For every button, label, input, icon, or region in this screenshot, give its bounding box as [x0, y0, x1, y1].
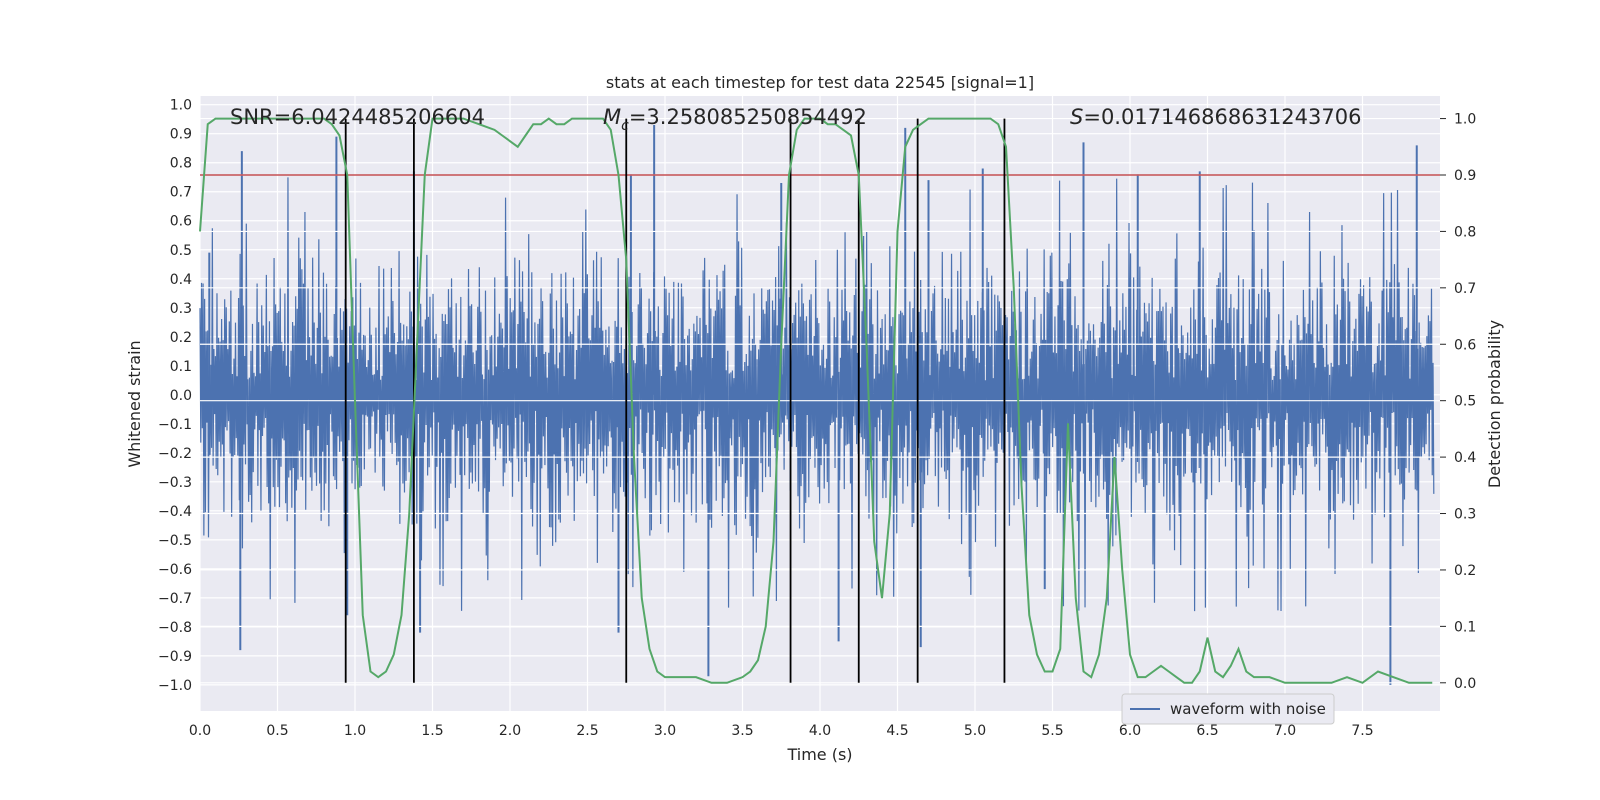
y-left-tick-label: −0.5 [158, 533, 192, 549]
chirp-mass-symbol: M [603, 105, 621, 129]
waveform-line [199, 177, 1435, 612]
y-axis-label-left: Whitened strain [125, 340, 144, 467]
x-tick-label: 4.5 [886, 723, 908, 739]
y-left-tick-label: 0.8 [170, 156, 192, 172]
y-right-tick-label: 0.0 [1454, 676, 1476, 692]
x-tick-label: 7.0 [1274, 723, 1296, 739]
y-left-tick-label: −0.1 [158, 417, 192, 433]
x-tick-label: 7.5 [1351, 723, 1373, 739]
y-left-tick-label: 0.6 [170, 214, 192, 230]
x-tick-label: 4.0 [809, 723, 831, 739]
x-tick-label: 1.0 [344, 723, 366, 739]
y-right-tick-label: 0.7 [1454, 281, 1476, 297]
spin-symbol: S [1070, 105, 1083, 129]
probability-series [199, 117, 1433, 684]
x-axis-label: Time (s) [786, 745, 852, 764]
chirp-mass-annotation: Mc=3.258085250854492 [603, 105, 867, 134]
y-right-tick-label: 0.4 [1454, 450, 1476, 466]
x-tick-label: 1.5 [421, 723, 443, 739]
y-left-tick-label: 0.1 [170, 359, 192, 375]
y-left-tick-label: 0.4 [170, 272, 192, 288]
y-left-tick-label: −1.0 [158, 678, 192, 694]
chirp-mass-subscript: c [621, 118, 629, 134]
x-tick-label: 0.0 [189, 723, 211, 739]
y-left-tick-label: 1.0 [170, 98, 192, 114]
y-right-tick-label: 0.6 [1454, 337, 1476, 353]
x-tick-label: 5.5 [1041, 723, 1063, 739]
y-right-tick-label: 1.0 [1454, 112, 1476, 128]
y-axis-label-right: Detection probability [1485, 320, 1504, 488]
y-left-tick-label: 0.7 [170, 185, 192, 201]
x-tick-label: 6.5 [1196, 723, 1218, 739]
y-left-tick-label: −0.7 [158, 591, 192, 607]
y-left-tick-label: −0.4 [158, 504, 192, 520]
y-right-tick-label: 0.8 [1454, 224, 1476, 240]
x-tick-label: 6.0 [1119, 723, 1141, 739]
x-tick-label: 3.0 [654, 723, 676, 739]
y-right-tick-label: 0.1 [1454, 619, 1476, 635]
y-right-tick-label: 0.3 [1454, 507, 1476, 523]
y-left-tick-label: 0.2 [170, 330, 192, 346]
y-right-tick-label: 0.5 [1454, 394, 1476, 410]
legend: waveform with noise [1121, 693, 1335, 725]
x-tick-label: 2.5 [576, 723, 598, 739]
spin-annotation: S=0.017146868631243706 [1070, 105, 1361, 129]
y-right-tick-label: 0.9 [1454, 168, 1476, 184]
x-tick-label: 0.5 [266, 723, 288, 739]
x-tick-label: 5.0 [964, 723, 986, 739]
chart-title: stats at each timestep for test data 225… [606, 73, 1034, 92]
y-left-tick-label: −0.8 [158, 620, 192, 636]
y-left-tick-label: −0.2 [158, 446, 192, 462]
x-tick-label: 3.5 [731, 723, 753, 739]
axes: 0.0 0.5 1.0 1.5 2.0 2.5 3.0 3.5 4.0 4.5 5.0 5.5 6.0 6… [158, 98, 1476, 739]
chirp-mass-value: =3.258085250854492 [629, 105, 867, 129]
snr-annotation: SNR=6.0424485206604 [230, 105, 485, 129]
probability-line [199, 117, 1433, 684]
y-left-tick-label: 0.5 [170, 243, 192, 259]
spin-value: =0.017146868631243706 [1083, 105, 1361, 129]
y-left-tick-label: −0.3 [158, 475, 192, 491]
y-left-tick-label: 0.0 [170, 388, 192, 404]
vertical-lines [344, 118, 1006, 683]
legend-label-waveform: waveform with noise [1170, 700, 1326, 718]
y-right-tick-label: 0.2 [1454, 563, 1476, 579]
y-left-tick-label: 0.3 [170, 301, 192, 317]
y-left-tick-label: −0.9 [158, 649, 192, 665]
legend-box [1121, 693, 1335, 725]
y-left-tick-label: −0.6 [158, 562, 192, 578]
y-left-tick-label: 0.9 [170, 127, 192, 143]
x-tick-label: 2.0 [499, 723, 521, 739]
